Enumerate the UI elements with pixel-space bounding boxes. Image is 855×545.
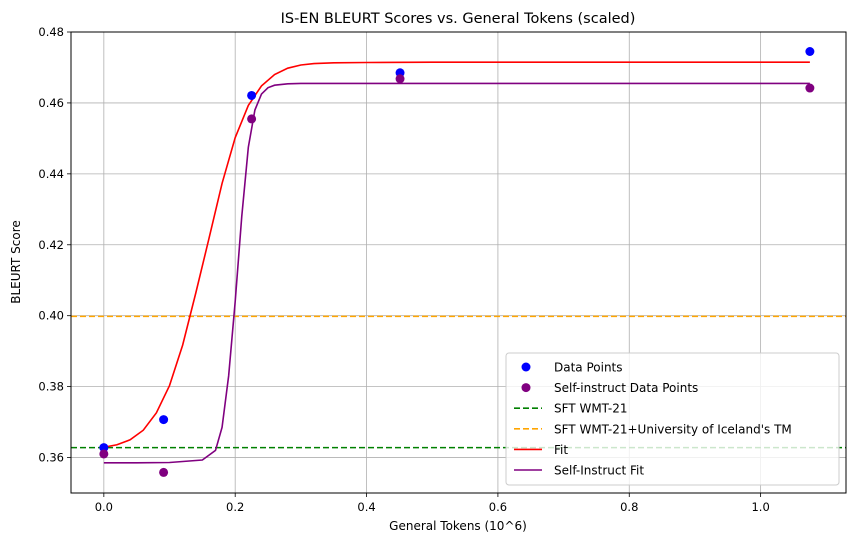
point-series-1 xyxy=(99,449,109,459)
data-points xyxy=(99,47,815,477)
y-tick-label: 0.36 xyxy=(38,451,64,465)
line-series-4 xyxy=(103,61,810,449)
point-series-0 xyxy=(159,415,169,425)
legend-marker xyxy=(521,362,531,372)
y-tick-label: 0.44 xyxy=(38,167,64,181)
legend-marker xyxy=(521,383,531,393)
plot-frame xyxy=(70,31,847,494)
point-series-0 xyxy=(805,47,815,57)
y-tick-label: 0.46 xyxy=(38,96,64,110)
x-tick-label: 0.0 xyxy=(95,500,113,514)
legend-label: Self-Instruct Fit xyxy=(554,464,644,478)
legend-label: Self-instruct Data Points xyxy=(554,381,698,395)
y-axis-ticks: 0.36 0.38 0.40 0.42 0.44 0.46 0.48 xyxy=(38,25,71,465)
point-series-0 xyxy=(247,90,257,100)
reference-lines xyxy=(71,315,846,449)
y-tick-label: 0.42 xyxy=(38,238,64,252)
y-axis-label: BLEURT Score xyxy=(9,220,23,304)
point-series-1 xyxy=(247,114,257,124)
x-tick-label: 0.6 xyxy=(489,500,507,514)
fit-lines xyxy=(103,61,810,464)
legend-label: Fit xyxy=(554,443,568,457)
line-series-5 xyxy=(103,82,810,464)
legend-label: Data Points xyxy=(554,361,623,375)
x-axis-ticks: 0.0 0.2 0.4 0.6 0.8 1.0 xyxy=(95,493,770,514)
legend-label: SFT WMT-21+University of Iceland's TM xyxy=(554,422,792,436)
point-series-1 xyxy=(395,74,405,84)
point-series-1 xyxy=(159,467,169,477)
y-tick-label: 0.40 xyxy=(38,309,64,323)
legend: Data Points Self-instruct Data Points SFT … xyxy=(505,352,840,486)
legend-box xyxy=(505,352,840,486)
point-series-0 xyxy=(99,443,109,453)
x-tick-label: 0.8 xyxy=(620,500,638,514)
x-tick-label: 1.0 xyxy=(751,500,769,514)
x-axis-label: General Tokens (10^6) xyxy=(389,519,527,533)
legend-label: SFT WMT-21 xyxy=(554,402,628,416)
x-tick-label: 0.4 xyxy=(357,500,375,514)
x-tick-label: 0.2 xyxy=(226,500,244,514)
chart-title: IS-EN BLEURT Scores vs. General Tokens (… xyxy=(281,11,636,27)
y-tick-label: 0.38 xyxy=(38,380,64,394)
point-series-1 xyxy=(805,83,815,93)
y-tick-label: 0.48 xyxy=(38,25,64,39)
